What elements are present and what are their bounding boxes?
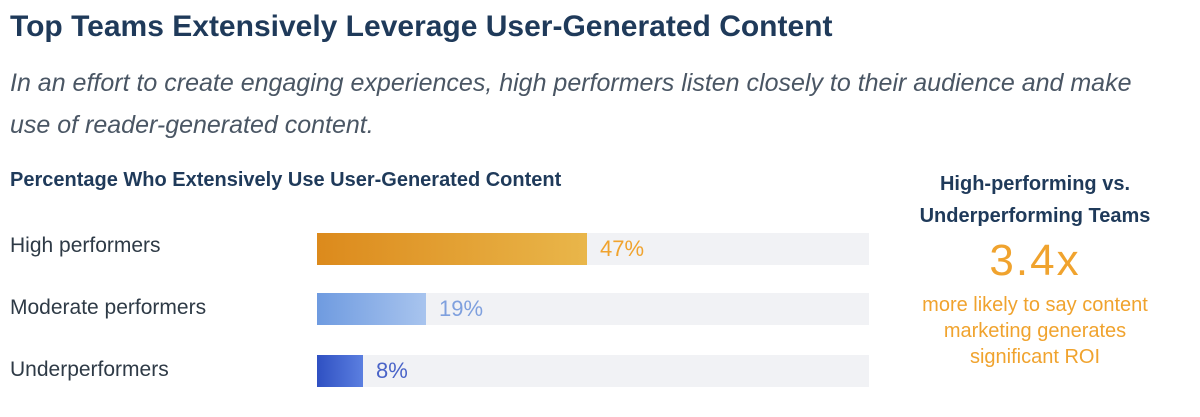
category-label-moderate-performers: Moderate performers (10, 296, 207, 319)
category-label-high-performers: High performers (10, 234, 161, 257)
bar-moderate-performers (317, 293, 426, 325)
bar-underperformers (317, 355, 363, 387)
callout-text-line-2: marketing generates (943, 320, 1127, 342)
value-label-underperformers: 8% (376, 358, 408, 383)
bar-high-performers (317, 233, 587, 265)
bar-track-moderate-performers: 19% (317, 293, 869, 325)
page-subtitle: In an effort to create engaging experien… (10, 69, 1132, 139)
bar-track-high-performers: 47% (317, 233, 869, 265)
bar-track-underperformers: 8% (317, 355, 869, 387)
callout-heading-line-1: High-performing vs. (939, 173, 1130, 195)
category-label-underperformers: Underperformers (10, 358, 169, 381)
callout-text-line-1: more likely to say content (922, 294, 1148, 316)
value-label-moderate-performers: 19% (439, 296, 484, 321)
callout-stat: 3.4x (989, 236, 1081, 285)
callout-heading: High-performing vs. Underperforming Team… (880, 168, 1190, 232)
page-title: Top Teams Extensively Leverage User-Gene… (10, 10, 833, 43)
callout-text-line-3: significant ROI (969, 346, 1101, 368)
callout-heading-line-2: Underperforming Teams (919, 205, 1151, 227)
chart-title: Percentage Who Extensively Use User-Gene… (10, 169, 562, 191)
callout-text: more likely to say content marketing gen… (880, 292, 1190, 370)
comparison-callout: High-performing vs. Underperforming Team… (880, 168, 1190, 370)
value-label-high-performers: 47% (600, 236, 645, 261)
